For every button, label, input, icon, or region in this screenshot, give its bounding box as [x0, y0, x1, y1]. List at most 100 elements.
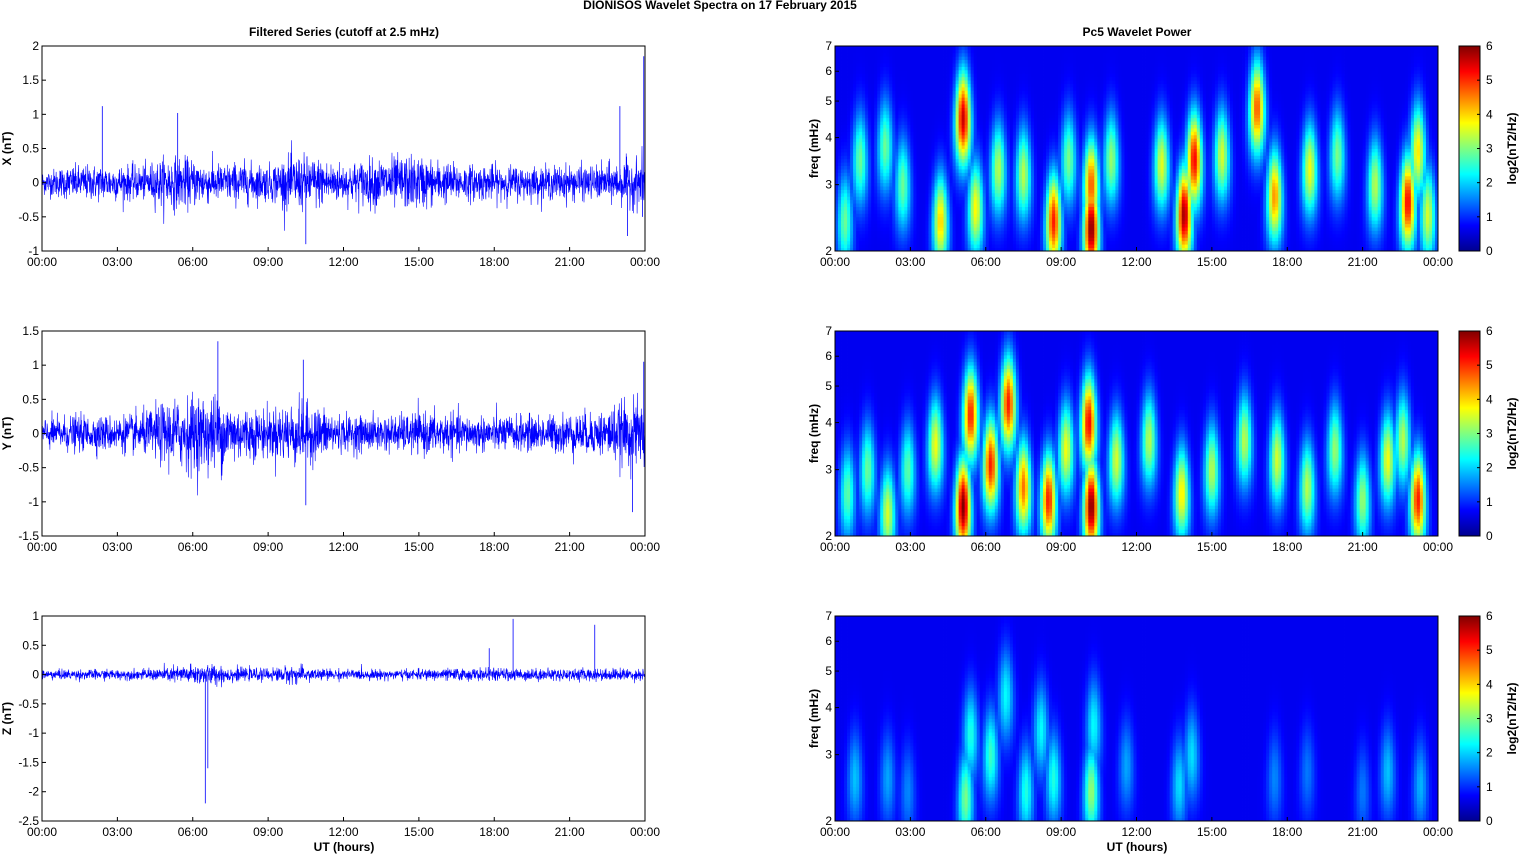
heatmap-cell: [1314, 196, 1318, 201]
heatmap-cell: [1395, 182, 1400, 187]
heatmap-cell: [886, 223, 890, 228]
heatmap-cell: [1257, 203, 1261, 207]
heatmap-cell: [1235, 169, 1240, 173]
heatmap-cell: [922, 237, 926, 242]
heatmap-cell: [1211, 199, 1216, 204]
ytick-label: -0.5: [18, 210, 39, 224]
heatmap-cell: [1091, 240, 1095, 245]
heatmap-cell: [1314, 233, 1318, 238]
heatmap-cell: [1157, 210, 1162, 214]
heatmap-cell: [1157, 179, 1162, 184]
heatmap-cell: [1314, 172, 1318, 177]
heatmap-cell: [874, 203, 878, 207]
heatmap-cell: [922, 220, 926, 225]
heatmap-cell: [1413, 199, 1418, 204]
heatmap-cell: [838, 216, 842, 221]
heatmap-cell: [1239, 203, 1243, 207]
heatmap-cell: [1043, 186, 1047, 190]
heatmap-cell: [1088, 172, 1092, 177]
heatmap-cell: [1100, 223, 1104, 228]
heatmap-cell: [1175, 203, 1180, 207]
heatmap-cell: [1242, 182, 1246, 187]
heatmap-cell: [1347, 203, 1351, 207]
heatmap-cell: [886, 182, 890, 187]
heatmap-cell: [1082, 206, 1086, 211]
heatmap-cell: [1145, 230, 1149, 235]
heatmap-cell: [1338, 240, 1342, 245]
heatmap-cell: [847, 230, 851, 235]
heatmap-cell: [1380, 189, 1385, 194]
heatmap-cell: [1308, 203, 1312, 207]
heatmap-cell: [1293, 175, 1297, 180]
heatmap-cell: [853, 247, 857, 252]
heatmap-cell: [1160, 189, 1165, 194]
heatmap-cell: [1157, 182, 1162, 187]
heatmap-cell: [1347, 220, 1351, 225]
heatmap-cell: [1067, 192, 1071, 197]
heatmap-cell: [1103, 172, 1107, 177]
heatmap-cell: [1094, 199, 1098, 204]
heatmap-cell: [1326, 203, 1330, 207]
heatmap-cell: [1383, 244, 1388, 248]
heatmap-cell: [922, 227, 926, 231]
heatmap-cell: [1299, 199, 1303, 204]
heatmap-cell: [1311, 244, 1315, 248]
heatmap-cell: [1085, 216, 1089, 221]
heatmap-cell: [967, 230, 972, 235]
heatmap-cell: [1235, 244, 1240, 248]
heatmap-cell: [1106, 203, 1110, 207]
heatmap-cell: [1214, 172, 1219, 177]
heatmap-cell: [925, 172, 929, 177]
heatmap-cell: [1311, 240, 1315, 245]
heatmap-cell: [1278, 196, 1282, 201]
heatmap-cell: [1350, 175, 1354, 180]
heatmap-cell: [1226, 237, 1231, 242]
heatmap-cell: [940, 182, 944, 187]
heatmap-cell: [1362, 216, 1367, 221]
heatmap-cell: [1365, 220, 1370, 225]
heatmap-cell: [949, 175, 953, 180]
heatmap-cell: [946, 182, 950, 187]
heatmap-cell: [1018, 169, 1023, 173]
heatmap-cell: [1226, 227, 1231, 231]
heatmap-cell: [1368, 182, 1373, 187]
heatmap-cell: [883, 196, 887, 201]
heatmap-cell: [1220, 220, 1225, 225]
heatmap-cell: [985, 189, 990, 194]
heatmap-cell: [1232, 227, 1237, 231]
ytick-label: -1: [28, 495, 39, 509]
heatmap-cell: [1030, 216, 1035, 221]
heatmap-cell: [1317, 240, 1321, 245]
heatmap-cell: [883, 172, 887, 177]
heatmap-cell: [898, 233, 902, 238]
heatmap-cell: [1082, 220, 1086, 225]
heatmap-cell: [904, 223, 908, 228]
heatmap-cell: [943, 216, 947, 221]
heatmap-cell: [964, 196, 969, 201]
heatmap-cell: [976, 172, 981, 177]
heatmap-cell: [973, 223, 978, 228]
heatmap-cell: [1305, 169, 1309, 173]
heatmap-cell: [949, 223, 953, 228]
heatmap-cell: [1293, 172, 1297, 177]
heatmap-cell: [1021, 240, 1026, 245]
heatmap-cell: [955, 182, 960, 187]
heatmap-cell: [1404, 244, 1409, 248]
heatmap-cell: [1085, 247, 1089, 252]
heatmap-cell: [889, 175, 893, 180]
heatmap-cell: [1043, 179, 1047, 184]
heatmap-cell: [1314, 237, 1318, 242]
heatmap-cell: [856, 216, 860, 221]
heatmap-cell: [1254, 210, 1258, 214]
heatmap-cell: [1130, 186, 1134, 190]
heatmap-cell: [1386, 196, 1391, 201]
heatmap-cell: [1049, 203, 1053, 207]
heatmap-cell: [1284, 175, 1288, 180]
heatmap-cell: [1428, 213, 1433, 218]
heatmap-cell: [1275, 172, 1279, 177]
heatmap-cell: [1000, 213, 1005, 218]
heatmap-cell: [1037, 182, 1041, 187]
heatmap-cell: [1076, 216, 1080, 221]
heatmap-cell: [1124, 175, 1128, 180]
heatmap-cell: [1172, 240, 1177, 245]
